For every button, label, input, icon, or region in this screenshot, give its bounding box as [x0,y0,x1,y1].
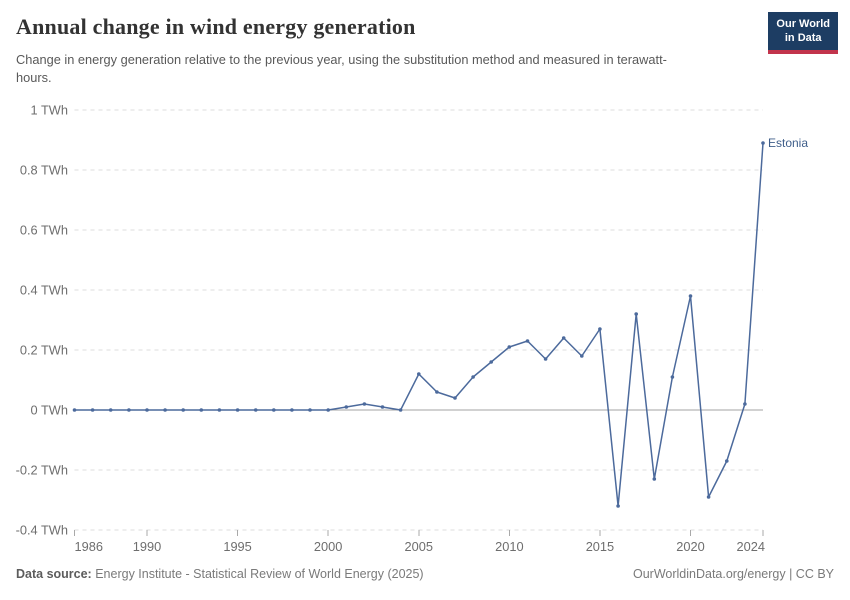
data-point [253,408,258,412]
y-tick-label: 0.8 TWh [20,163,68,178]
page-title: Annual change in wind energy generation [16,14,416,39]
data-point [145,408,149,412]
x-tick-label: 2015 [586,539,614,554]
y-tick-label: -0.4 TWh [16,523,68,538]
data-point [290,408,294,412]
y-tick-label: 1 TWh [31,103,68,118]
data-point [108,408,113,412]
data-point [380,405,385,409]
data-point [507,345,512,349]
owid-logo-line2: in Data [784,32,822,45]
data-point [90,408,95,412]
data-point [489,360,494,364]
y-tick-label: -0.2 TWh [16,463,68,478]
y-tick-label: 0 TWh [31,403,68,418]
data-point [272,408,276,412]
y-tick-label: 0.4 TWh [20,283,68,298]
x-tick-label: 1990 [133,539,161,554]
data-point [543,357,548,361]
x-tick-label: 1995 [223,539,251,554]
data-point [561,336,566,340]
data-point [580,354,584,358]
data-point [598,327,602,331]
data-source: Data source: Energy Institute - Statisti… [16,567,424,581]
owid-logo[interactable]: Our World in Data [768,12,838,54]
owid-logo-line1: Our World [776,18,830,30]
x-tick-label: 2005 [405,539,433,554]
data-point [217,408,222,412]
data-point [308,408,312,412]
data-point [362,402,367,406]
data-point [398,408,403,412]
owid-credit-link[interactable]: OurWorldinData.org/energy | CC BY [632,567,834,581]
x-tick-label: 2000 [314,539,342,554]
data-point [435,390,439,394]
data-point [706,495,711,499]
y-tick-label: 0.2 TWh [20,343,68,358]
data-point [761,141,765,145]
chart-footer: Data source: Energy Institute - Statisti… [16,567,834,581]
data-point [634,312,638,316]
estonia-line [74,142,764,507]
data-point [199,408,204,412]
data-point [688,294,693,298]
y-tick-label: 0.6 TWh [20,223,68,238]
data-point [670,375,675,379]
data-source-label: Data source: [16,567,92,581]
data-point [235,408,240,412]
x-tick-label: 2010 [495,539,523,554]
data-point [326,408,331,412]
data-point [471,375,475,379]
x-tick-label: 2024 [737,539,765,554]
data-point [127,408,131,412]
data-point [743,402,747,406]
series-label: Estonia [768,136,808,150]
x-tick-label: 2020 [676,539,704,554]
x-tick-label: 1986 [75,539,103,554]
data-point [616,504,620,508]
chart-subtitle: Change in energy generation relative to … [16,52,667,86]
data-point [344,405,349,409]
data-point [725,459,729,463]
data-point [525,339,530,343]
data-point [181,408,185,412]
data-point [417,372,421,376]
data-point [453,396,457,400]
data-source-text: Energy Institute - Statistical Review of… [91,567,424,581]
data-point [163,408,167,412]
data-point [652,477,657,481]
data-point [72,408,77,412]
